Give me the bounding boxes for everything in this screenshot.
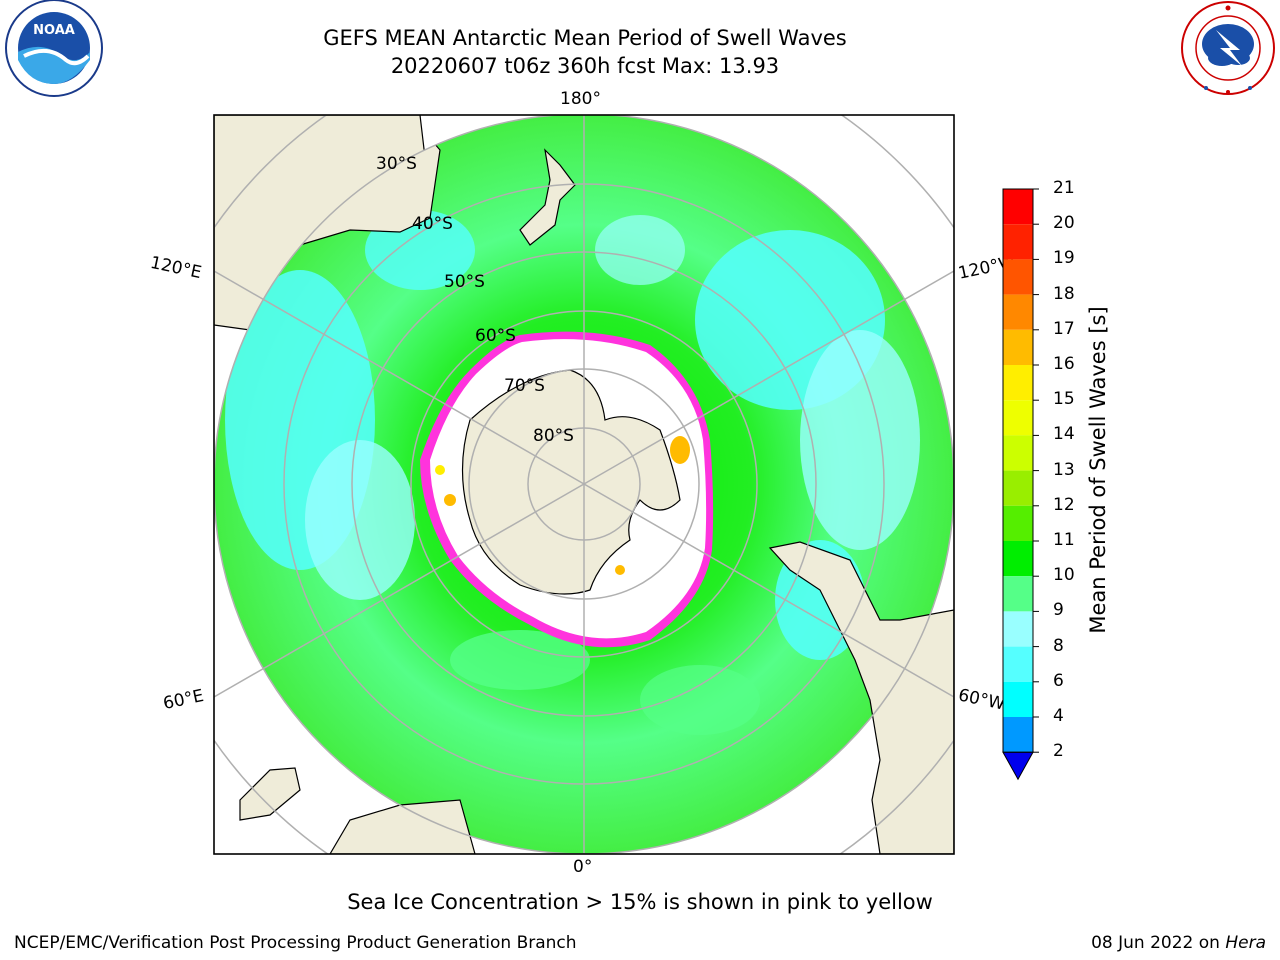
noaa-logo: NOAA	[5, 0, 103, 97]
lat-label-40s: 40°S	[412, 214, 453, 234]
land-madagascar	[239, 767, 301, 821]
map-subtitle: 20220607 t06z 360h fcst Max: 13.93	[390, 54, 780, 78]
colorbar-band	[1003, 717, 1033, 753]
lat-label-50s: 50°S	[444, 272, 485, 292]
noaa-logo-text: NOAA	[33, 23, 75, 38]
footer-credit: NCEP/EMC/Verification Post Processing Pr…	[14, 933, 577, 953]
colorbar-band	[1003, 541, 1033, 577]
lat-label-30s: 30°S	[376, 154, 417, 174]
lon-label-180: 180°	[560, 89, 601, 109]
colorbar-tick-label: 20	[1053, 213, 1075, 234]
lat-label-70s: 70°S	[504, 376, 545, 396]
colorbar-band	[1003, 400, 1033, 436]
colorbar-tick-label: 8	[1053, 635, 1064, 656]
map-title: GEFS MEAN Antarctic Mean Period of Swell…	[323, 26, 847, 50]
footer-host: Hera	[1225, 933, 1266, 953]
colorbar-band	[1003, 189, 1033, 225]
land-new-zealand	[519, 148, 576, 246]
graticule	[214, 115, 954, 854]
colorbar-band	[1003, 470, 1033, 506]
colorbar-tick-label: 6	[1053, 670, 1064, 691]
lat-label-80s: 80°S	[533, 426, 574, 446]
colorbar	[1002, 188, 1039, 781]
colorbar-tick-label: 16	[1053, 354, 1075, 374]
colorbar-label: Mean Period of Swell Waves [s]	[1086, 306, 1110, 634]
land-antarctica	[461, 369, 681, 595]
colorbar-band	[1003, 259, 1033, 295]
colorbar-tick-label: 10	[1053, 565, 1075, 586]
colorbar-band	[1003, 681, 1033, 717]
colorbar-band	[1003, 505, 1033, 541]
colorbar-band	[1003, 365, 1033, 401]
colorbar-tick-label: 21	[1053, 178, 1075, 198]
nws-logo	[1181, 1, 1275, 95]
colorbar-tick-label: 2	[1053, 741, 1064, 762]
colorbar-band	[1003, 611, 1033, 647]
colorbar-band	[1003, 294, 1033, 330]
colorbar-tick-label: 15	[1053, 389, 1075, 410]
colorbar-band	[1003, 576, 1033, 612]
colorbar-tick-label: 13	[1053, 459, 1075, 480]
colorbar-tick-label: 19	[1053, 248, 1075, 269]
colorbar-band	[1003, 224, 1033, 260]
colorbar-extend-min	[1002, 751, 1034, 781]
colorbar-tick-label: 18	[1053, 283, 1075, 304]
colorbar-tick-label: 11	[1053, 530, 1075, 550]
sea-ice-caption: Sea Ice Concentration > 15% is shown in …	[347, 890, 933, 914]
colorbar-tick-label: 4	[1053, 706, 1064, 726]
colorbar-tick-label: 17	[1053, 318, 1075, 339]
map-frame	[213, 114, 955, 855]
footer-date-text: 08 Jun 2022 on	[1091, 933, 1226, 953]
colorbar-tick-label: 14	[1053, 424, 1075, 445]
colorbar-band	[1003, 329, 1033, 365]
colorbar-tick-label: 9	[1053, 600, 1064, 621]
footer-date: 08 Jun 2022 on Hera	[1091, 933, 1266, 953]
colorbar-band	[1003, 646, 1033, 682]
lon-label-0: 0°	[573, 857, 593, 877]
colorbar-tick-label: 12	[1053, 494, 1075, 515]
colorbar-band	[1003, 435, 1033, 471]
lat-label-60s: 60°S	[475, 326, 516, 346]
